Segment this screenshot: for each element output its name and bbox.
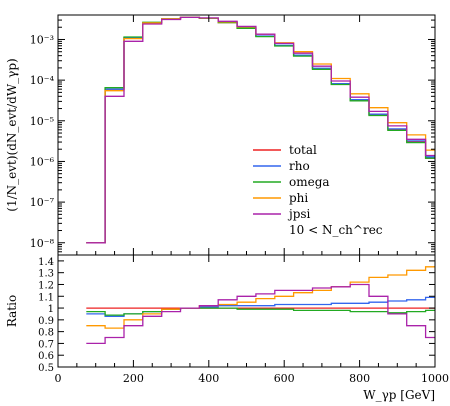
ratio-tick-label: 1.1: [38, 292, 54, 303]
legend-note: 10 < N_ch^rec: [289, 223, 383, 237]
y-axis-title: (1/N_evt)(dN_evt/dW_γp): [5, 58, 19, 211]
ratio-line-phi: [86, 266, 435, 329]
ratio-tick-label: 1: [48, 304, 54, 315]
axis-labels: 0 200 400 600 800 1000 (1/N_evt)(dN_evt/dW_γp)…: [5, 58, 449, 402]
y-tick-label: 10⁻⁷: [30, 196, 55, 209]
ratio-tick-label: 0.6: [38, 351, 54, 362]
ratio-line-omega: [86, 307, 435, 316]
legend-label-rho: rho: [289, 159, 310, 173]
series-line-omega: [86, 16, 435, 244]
x-tick-label: 400: [198, 372, 219, 385]
upper-panel: 10⁻³ 10⁻⁴ 10⁻⁵ 10⁻⁶ 10⁻⁷ 10⁻⁸: [30, 14, 436, 256]
ratio-tick-label: 1.3: [38, 269, 54, 280]
series-line-jpsi: [86, 16, 435, 244]
ratio-tick-label: 0.9: [38, 316, 54, 327]
y-tick-label: 10⁻⁶: [30, 155, 55, 168]
series-line-total: [86, 16, 435, 244]
legend: total rho omega phi jpsi 10 < N_ch^rec: [253, 143, 383, 237]
x-tick-label: 800: [349, 372, 370, 385]
x-tick-label: 600: [274, 372, 295, 385]
y-tick-label: 10⁻³: [30, 33, 54, 46]
x-tick-label: 0: [55, 372, 62, 385]
series-line-phi: [86, 16, 435, 244]
x-tick-label: 200: [123, 372, 144, 385]
ratio-line-jpsi: [86, 283, 435, 345]
upper-frame: [57, 14, 436, 256]
ratio-tick-label: 0.5: [38, 363, 54, 374]
y-tick-label: 10⁻⁵: [30, 115, 54, 128]
legend-label-total: total: [289, 143, 317, 157]
legend-label-phi: phi: [289, 191, 308, 205]
ratio-tick-label: 1.2: [38, 280, 54, 291]
ratio-axis-title: Ratio: [5, 295, 19, 327]
y-tick-label: 10⁻⁸: [30, 237, 55, 250]
x-tick-label: 1000: [421, 372, 449, 385]
legend-label-omega: omega: [289, 175, 330, 189]
ratio-tick-label: 0.8: [38, 328, 54, 339]
ratio-panel: 0.50.60.70.80.911.11.21.31.4: [38, 254, 436, 374]
ratio-tick-label: 1.4: [38, 257, 54, 268]
ratio-tick-label: 0.7: [38, 339, 54, 350]
legend-label-jpsi: jpsi: [287, 207, 311, 221]
x-axis-title: W_γp [GeV]: [363, 388, 435, 402]
y-tick-label: 10⁻⁴: [30, 74, 55, 87]
series-line-rho: [86, 16, 435, 244]
